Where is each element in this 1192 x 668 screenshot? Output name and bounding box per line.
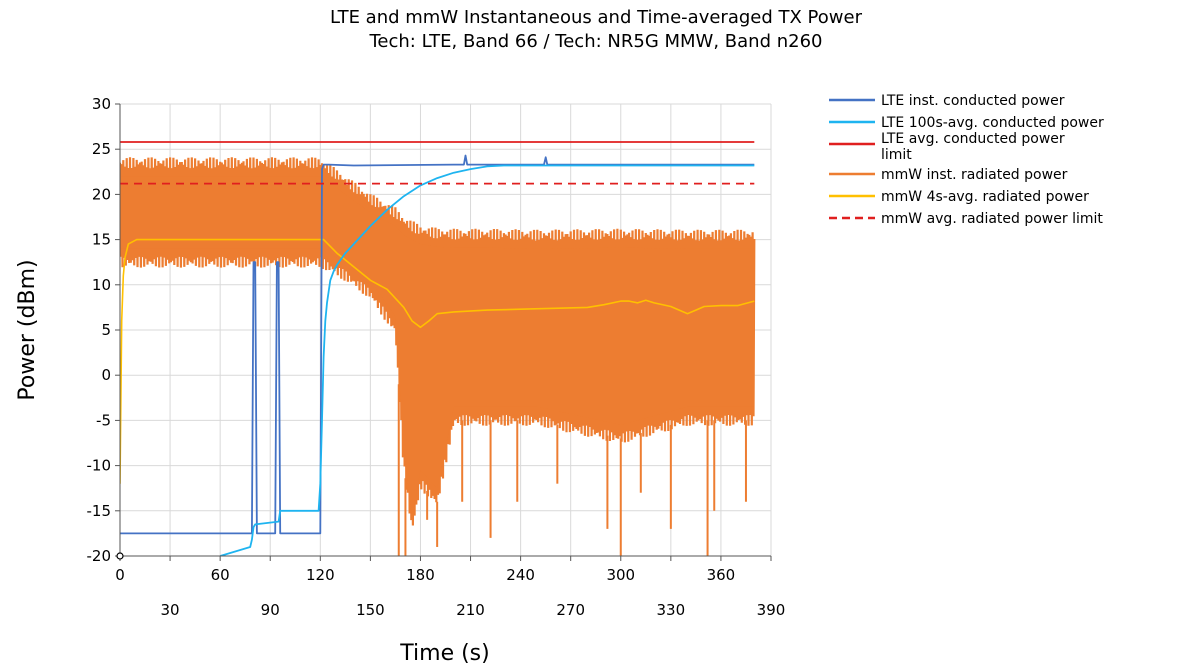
legend-entry: mmW avg. radiated power limit	[829, 211, 1103, 227]
x-tick-label: 210	[456, 601, 485, 619]
axis-origin-marker	[116, 552, 124, 560]
x-tick-label: 120	[306, 566, 335, 584]
y-tick-label: 25	[92, 140, 111, 158]
x-tick-label: 0	[115, 566, 125, 584]
plot-area	[120, 141, 756, 556]
y-tick-label: -10	[87, 457, 112, 475]
legend-entry: LTE avg. conducted power limit	[829, 131, 1065, 163]
y-tick-label: 5	[101, 321, 111, 339]
legend-label: mmW 4s-avg. radiated power	[881, 189, 1089, 205]
chart-title: LTE and mmW Instantaneous and Time-avera…	[330, 7, 862, 28]
legend-label: LTE avg. conducted power limit	[881, 131, 1065, 163]
legend-label: mmW inst. radiated power	[881, 167, 1068, 183]
y-tick-label: 15	[92, 231, 111, 249]
x-tick-label: 360	[707, 566, 736, 584]
x-tick-label: 240	[506, 566, 535, 584]
x-axis-title: Time (s)	[399, 641, 489, 666]
x-tick-label: 90	[261, 601, 280, 619]
legend: LTE inst. conducted power LTE 100s-avg. c…	[829, 93, 1104, 227]
y-tick-label: -5	[96, 411, 111, 429]
x-tick-label: 150	[356, 601, 385, 619]
legend-entry: mmW 4s-avg. radiated power	[829, 189, 1089, 205]
series-mmw-inst-radiated-power	[120, 157, 756, 556]
y-tick-label: -15	[87, 502, 112, 520]
legend-entry: LTE inst. conducted power	[829, 93, 1065, 109]
x-tick-label: 390	[757, 601, 786, 619]
series-line	[219, 164, 755, 556]
x-tick-label: 180	[406, 566, 435, 584]
x-tick-label: 300	[606, 566, 635, 584]
legend-label: mmW avg. radiated power limit	[881, 211, 1103, 227]
x-tick-label: 270	[556, 601, 585, 619]
legend-label: LTE 100s-avg. conducted power	[881, 115, 1104, 131]
chart-subtitle: Tech: LTE, Band 66 / Tech: NR5G MMW, Ban…	[369, 31, 823, 52]
legend-entry: LTE 100s-avg. conducted power	[829, 115, 1104, 131]
x-tick-label: 60	[211, 566, 230, 584]
y-tick-label: -20	[87, 547, 112, 565]
x-tick-label: 30	[161, 601, 180, 619]
legend-label: LTE inst. conducted power	[881, 93, 1065, 109]
y-tick-label: 10	[92, 276, 111, 294]
chart-title-block: LTE and mmW Instantaneous and Time-avera…	[0, 6, 1192, 54]
x-tick-label: 330	[657, 601, 686, 619]
y-axis-title: Power (dBm)	[15, 259, 40, 400]
legend-entry: mmW inst. radiated power	[829, 167, 1068, 183]
y-tick-label: 0	[101, 366, 111, 384]
series-line	[120, 238, 755, 484]
mmw-inst-envelope	[120, 176, 755, 516]
y-tick-label: 20	[92, 185, 111, 203]
y-tick-label: 30	[92, 95, 111, 113]
